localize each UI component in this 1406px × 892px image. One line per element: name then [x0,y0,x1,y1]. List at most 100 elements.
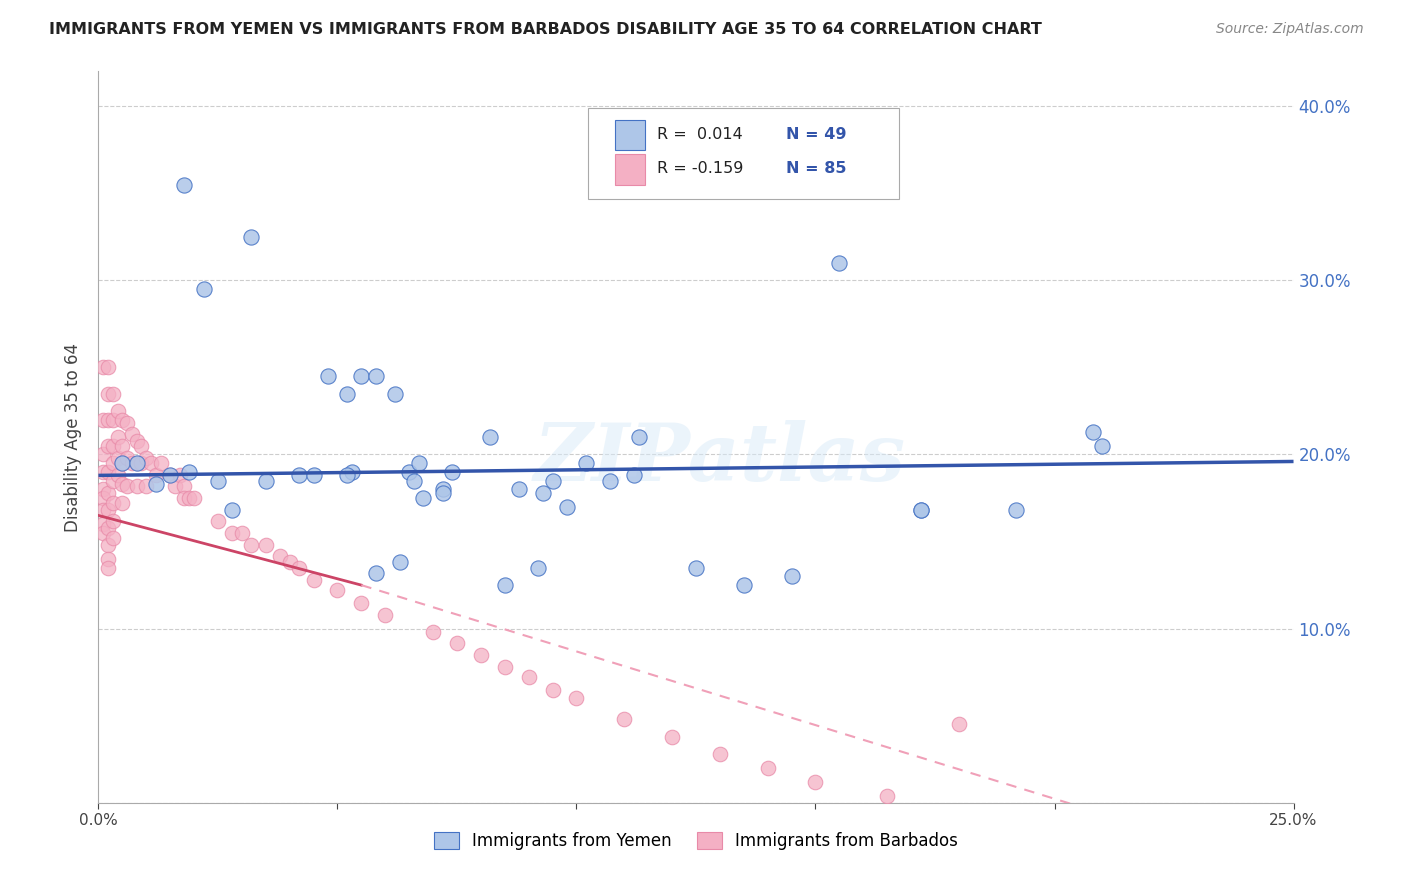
Point [101,439,124,453]
Point [101,386,124,401]
Point [91,517,114,532]
Point [159,468,181,483]
Point [91,412,114,426]
Point [756,761,779,775]
Point [316,369,339,384]
Point [402,474,425,488]
Point [948,717,970,731]
Point [388,556,411,570]
Point [350,369,373,384]
Point [91,483,114,497]
Point [111,456,134,470]
Point [101,496,124,510]
Point [111,439,134,453]
Point [733,578,755,592]
Point [101,456,124,470]
Point [91,525,114,540]
Point [432,485,454,500]
Point [173,491,195,505]
Point [111,412,134,426]
Point [231,525,253,540]
Point [101,412,124,426]
Point [131,456,153,470]
Point [139,456,162,470]
Point [135,479,157,493]
Point [412,491,434,505]
Point [169,468,191,483]
Point [350,595,373,609]
Point [97,503,120,517]
Point [115,450,138,465]
Point [107,404,129,418]
Point [599,474,621,488]
Point [876,789,898,803]
FancyBboxPatch shape [589,108,900,200]
Point [97,552,120,566]
Point [828,256,851,270]
Point [131,439,153,453]
Point [623,468,645,483]
Point [111,496,134,510]
Point [207,474,229,488]
Point [661,730,683,744]
Point [121,426,143,441]
Point [179,465,201,479]
Point [278,556,301,570]
Point [441,465,464,479]
Point [364,566,387,580]
Point [173,479,195,493]
Point [575,456,598,470]
Point [326,583,349,598]
Point [364,369,387,384]
Point [101,531,124,545]
Point [121,456,143,470]
Point [254,538,277,552]
Point [111,456,134,470]
Text: ZIPatlas: ZIPatlas [534,420,905,498]
Point [107,468,129,483]
Point [627,430,650,444]
Point [97,360,120,375]
Point [340,465,363,479]
Point [240,229,263,244]
Point [565,691,588,706]
Point [183,491,205,505]
Point [527,560,550,574]
Point [97,560,120,574]
Point [685,560,707,574]
Point [494,660,516,674]
Point [107,450,129,465]
Text: Source: ZipAtlas.com: Source: ZipAtlas.com [1216,22,1364,37]
Text: N = 85: N = 85 [786,161,846,176]
Point [240,538,263,552]
Point [408,456,430,470]
FancyBboxPatch shape [614,120,644,151]
Point [555,500,578,514]
Point [97,521,120,535]
Point [288,560,311,574]
Point [804,775,827,789]
Point [163,479,186,493]
Point [179,491,201,505]
Point [159,468,181,483]
Point [125,479,148,493]
Point [149,456,172,470]
Point [541,474,564,488]
Point [302,468,325,483]
Point [97,465,120,479]
Y-axis label: Disability Age 35 to 64: Disability Age 35 to 64 [65,343,83,532]
Text: R =  0.014: R = 0.014 [657,127,742,142]
Point [221,503,243,517]
Point [115,416,138,430]
Point [193,282,215,296]
Point [398,465,420,479]
Point [254,474,277,488]
Point [97,386,120,401]
Point [531,485,554,500]
Point [613,712,636,726]
Point [780,569,803,583]
Point [145,477,167,491]
Point [125,456,148,470]
Point [1081,425,1104,439]
Text: IMMIGRANTS FROM YEMEN VS IMMIGRANTS FROM BARBADOS DISABILITY AGE 35 TO 64 CORREL: IMMIGRANTS FROM YEMEN VS IMMIGRANTS FROM… [49,22,1042,37]
